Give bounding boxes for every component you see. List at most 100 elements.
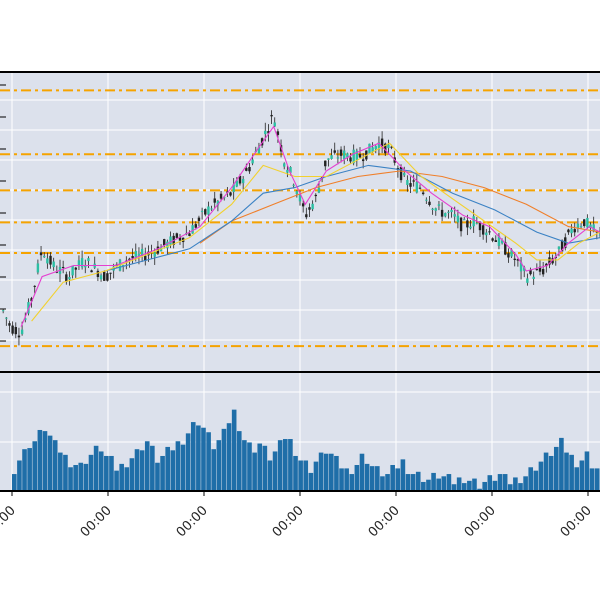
volume-bar — [272, 451, 278, 491]
candle-body — [592, 224, 595, 232]
x-tick-label: 00:00 — [366, 503, 403, 540]
candle-body — [510, 249, 513, 257]
candle-body — [295, 191, 299, 195]
volume-bar — [461, 483, 467, 491]
volume-bar — [584, 451, 590, 491]
candle-body — [526, 278, 529, 283]
candle-body — [191, 225, 194, 234]
candle-body — [343, 150, 346, 160]
candle-body — [324, 160, 327, 167]
candle-body — [576, 223, 580, 228]
volume-bar — [282, 439, 288, 491]
ma-mid-line — [31, 142, 600, 322]
candle-body — [387, 144, 390, 149]
candle-body — [223, 197, 226, 199]
volume-bar — [88, 454, 94, 491]
volume-bar — [400, 459, 406, 491]
candle-body — [412, 180, 415, 182]
candle-body — [459, 217, 463, 232]
volume-bar — [73, 465, 78, 491]
candle-body — [583, 219, 586, 226]
volume-bar — [32, 441, 38, 491]
candle-body — [440, 209, 444, 217]
candle-body — [219, 193, 223, 199]
candle-body — [14, 327, 17, 335]
volume-bar — [185, 433, 191, 491]
volume-bar — [380, 476, 385, 491]
candle-body — [178, 237, 182, 241]
candle-body — [425, 199, 428, 201]
volume-bar — [78, 462, 84, 491]
volume-bar — [165, 446, 170, 491]
volume-bar — [180, 444, 186, 491]
volume-bar — [334, 455, 339, 491]
candle-body — [444, 213, 447, 217]
candle-body — [289, 167, 292, 173]
candle-body — [251, 159, 254, 164]
candle-body — [374, 146, 377, 150]
candle-body — [20, 329, 24, 335]
ma-long-line — [105, 164, 600, 272]
candle-body — [485, 232, 488, 236]
candle-body — [475, 222, 479, 224]
volume-bar — [385, 474, 390, 491]
volume-bar — [37, 429, 43, 491]
candle-body — [330, 155, 333, 159]
volume-bar — [523, 476, 528, 491]
volume-bar — [487, 475, 493, 491]
volume-bar — [538, 461, 544, 491]
candle-body — [84, 265, 87, 268]
candle-body — [434, 208, 437, 211]
candle-body — [305, 214, 308, 218]
candle-body — [194, 224, 197, 228]
candle-body — [153, 252, 156, 257]
candle-body — [504, 242, 507, 255]
candle-body — [336, 157, 340, 159]
volume-bar — [303, 460, 309, 491]
volume-bar — [42, 431, 48, 491]
candle-body — [570, 228, 573, 234]
candle-body — [573, 229, 576, 233]
volume-panel — [0, 371, 600, 492]
candle-body — [358, 154, 362, 158]
candle-body — [516, 259, 520, 261]
candle-body — [327, 158, 330, 160]
candle-body — [371, 147, 374, 152]
candle-body — [560, 240, 564, 252]
candle-body — [466, 220, 469, 228]
candle-body — [523, 267, 526, 271]
candle-body — [428, 201, 431, 205]
candle-body — [447, 211, 450, 213]
candle-body — [421, 192, 425, 195]
candle-body — [5, 317, 8, 319]
candle-body — [437, 204, 441, 206]
volume-bar — [329, 453, 334, 491]
candle-body — [481, 225, 485, 235]
x-axis: 00:00 00:00 00:00 00:00 00:00 00:00 00:00 — [0, 491, 595, 540]
candle-body — [188, 233, 191, 236]
candle-body — [46, 258, 49, 264]
volume-bar — [559, 437, 564, 491]
candle-body — [273, 122, 276, 127]
volume-bar — [262, 445, 268, 491]
volume-bar — [579, 460, 585, 491]
candle-body — [166, 241, 169, 249]
volume-bar — [323, 453, 329, 491]
candle-body — [551, 258, 554, 264]
candle-body — [235, 180, 239, 187]
volume-bar — [288, 439, 293, 491]
volume-bar — [298, 460, 303, 491]
volume-bar — [68, 467, 73, 491]
candle-body — [103, 271, 106, 281]
candle-body — [207, 206, 210, 215]
candle-body — [175, 233, 179, 238]
candle-body — [541, 269, 545, 275]
volume-bar — [518, 483, 523, 491]
candle-body — [61, 266, 65, 268]
candle-body — [352, 149, 355, 164]
volume-bar — [247, 442, 252, 491]
volume-bar — [513, 477, 518, 491]
volume-bar — [436, 478, 441, 491]
candle-body — [311, 203, 314, 210]
candle-body — [90, 270, 93, 273]
